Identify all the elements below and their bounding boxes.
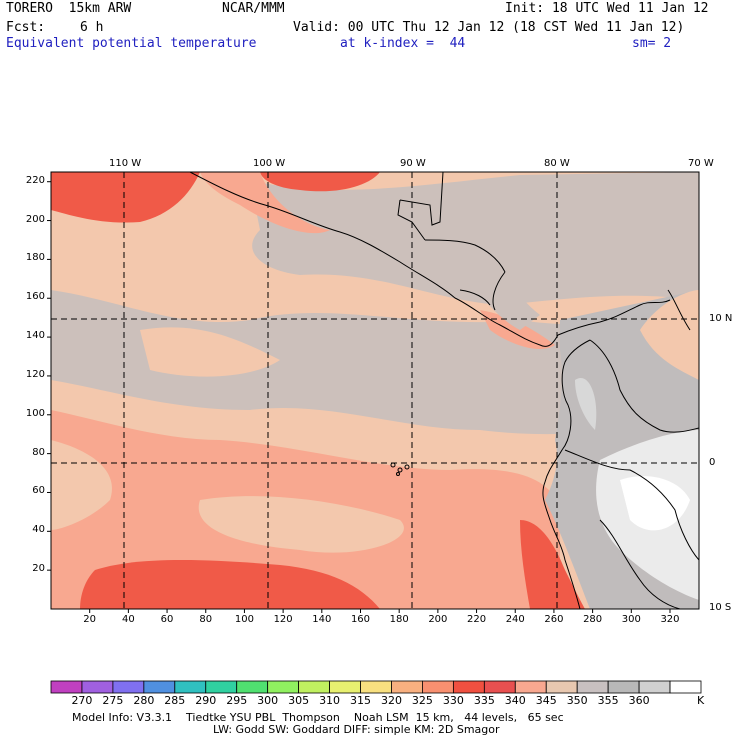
colorbar-swatch [329,680,361,694]
y-tick-label: 220 [25,174,45,186]
x-tick-label: 100 [234,614,254,625]
colorbar-level-label: 305 [288,694,310,707]
forecast-label: Fcst: [6,20,46,35]
x-tick-label: 260 [544,614,564,625]
x-tick-label: 300 [621,614,641,625]
lon-label-70w: 70 W [688,158,714,169]
colorbar-level-label: 270 [71,694,93,707]
init-time: Init: 18 UTC Wed 11 Jan 12 [505,1,709,16]
x-tick-label: 220 [467,614,487,625]
colorbar-level-label: 275 [102,694,124,707]
colorbar-level-label: 290 [195,694,217,707]
colorbar-level-label: 280 [133,694,155,707]
colorbar-level-label: 285 [164,694,186,707]
colorbar-swatch [112,680,145,694]
colorbar-swatch [514,680,547,694]
colorbar-swatch [638,680,671,694]
colorbar-swatch [174,680,207,694]
x-tick-label: 160 [350,614,371,625]
model-title: TORERO 15km ARW [6,1,132,16]
x-tick-label: 80 [199,614,213,625]
y-tick-label: 60 [32,485,45,497]
valid-time: Valid: 00 UTC Thu 12 Jan 12 (18 CST Wed … [293,20,685,35]
colorbar-swatch [391,680,423,694]
colorbar-swatch [545,680,578,694]
model-info-line2: LW: Godd SW: Goddard DIFF: simple KM: 2D… [213,723,500,736]
x-tick-label: 280 [583,614,603,625]
y-tick-label: 40 [32,524,45,536]
y-tick-label: 120 [25,368,45,380]
coastlines [189,172,699,609]
colorbar-level-label: 325 [411,694,433,707]
center-label: NCAR/MMM [222,1,285,16]
colorbar-swatch [205,680,238,694]
colorbar-swatch [81,680,114,694]
x-tick-label: 40 [121,614,135,625]
forecast-hour: 6 h [80,20,104,35]
colorbar-swatch [236,680,269,694]
colorbar-swatch [483,680,516,694]
colorbar-level-label: 310 [319,694,341,707]
colorbar-swatch [669,680,702,694]
colorbar-swatch [607,680,640,694]
colorbar-level-label: 340 [504,694,526,707]
colorbar-level-label: 350 [566,694,588,707]
lat-label-10s: 10 S [709,602,732,613]
colorbar-swatch [576,680,609,694]
map-frame [50,171,700,610]
colorbar-level-label: 360 [628,694,650,707]
lon-label-90w: 90 W [400,158,426,169]
colorbar-level-label: 320 [380,694,402,707]
colorbar-unit: K [697,694,705,707]
colorbar-level-label: 335 [473,694,495,707]
x-tick-label: 200 [428,614,448,625]
y-tick-label: 160 [25,291,45,303]
colorbar-level-label: 345 [535,694,557,707]
colorbar-level-label: 315 [350,694,372,707]
field-name: Equivalent potential temperature [6,36,257,51]
colorbar-swatch [143,680,176,694]
lon-label-80w: 80 W [544,158,570,169]
colorbar-swatch [422,680,454,694]
colorbar-level-label: 300 [257,694,279,707]
y-tick-label: 80 [32,446,45,458]
colorbar [50,680,702,694]
y-tick-label: 20 [32,563,45,575]
level-info: at k-index = 44 [340,36,466,51]
x-tick-label: 140 [312,614,332,625]
colorbar-swatch [360,680,392,694]
y-tick-label: 100 [25,407,45,419]
colorbar-level-label: 330 [442,694,464,707]
lon-label-100w: 100 W [253,158,286,169]
y-tick-label: 140 [25,330,45,342]
model-info-line1: Model Info: V3.3.1 Tiedtke YSU PBL Thomp… [72,711,564,724]
lon-label-110w: 110 W [109,158,142,169]
colorbar-swatch [298,680,330,694]
x-tick-label: 240 [505,614,525,625]
theta-e-field [51,172,699,609]
colorbar-level-label: 355 [597,694,619,707]
colorbar-swatch [267,680,300,694]
x-tick-label: 120 [273,614,293,625]
y-tick-label: 180 [25,252,45,264]
x-tick-label: 20 [83,614,97,625]
x-tick-label: 320 [660,614,680,625]
x-tick-label: 180 [389,614,409,625]
lat-label-0: 0 [709,457,716,468]
colorbar-swatch [452,680,485,694]
smoothing-info: sm= 2 [632,36,672,51]
y-tick-label: 200 [25,213,45,225]
x-tick-label: 60 [160,614,174,625]
lat-label-10n: 10 N [709,313,733,324]
colorbar-swatch [50,680,83,694]
colorbar-level-label: 295 [226,694,248,707]
